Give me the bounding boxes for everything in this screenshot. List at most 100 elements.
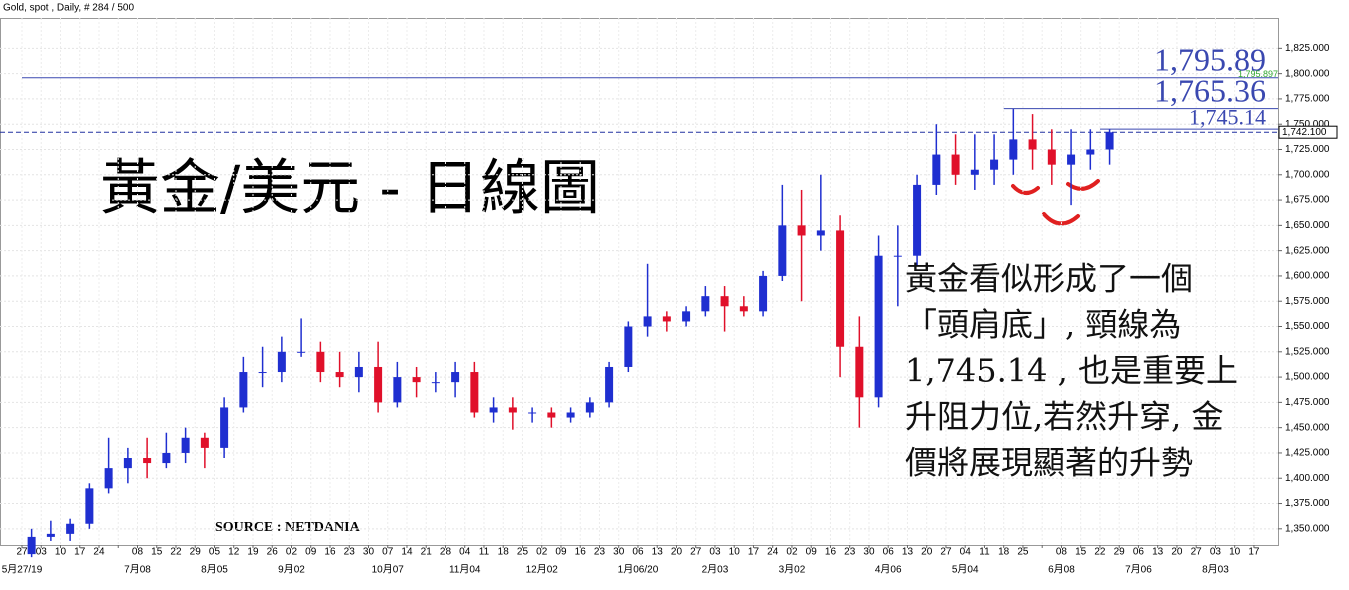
candle-body	[393, 377, 402, 403]
candle-body	[682, 311, 691, 322]
candle-body	[123, 458, 132, 469]
y-tick-label: 1,825.000	[1285, 43, 1330, 54]
candle-body	[239, 372, 248, 408]
y-tick-label: 1,375.000	[1285, 498, 1330, 509]
candle-body	[990, 159, 999, 170]
candle-body	[104, 468, 113, 489]
chart-title: 黃金/美元 - 日線圖	[100, 154, 600, 224]
candle-body	[662, 316, 671, 322]
candle-body	[778, 225, 787, 276]
candle-body	[932, 154, 941, 185]
x-tick-label: 18	[998, 547, 1010, 558]
x-tick-label: 23	[594, 547, 606, 558]
note-line: 價將展現顯著的升勢	[905, 444, 1193, 482]
month-label: 11月04	[449, 564, 481, 576]
candle-body	[508, 407, 517, 413]
x-tick-label: 09	[806, 547, 818, 558]
candle-body	[739, 306, 748, 312]
x-tick-label: 10	[55, 547, 67, 558]
x-tick-label: 06	[883, 547, 895, 558]
candle-body	[1028, 139, 1037, 150]
x-tick-label: 26	[267, 547, 279, 558]
x-tick-label: 24	[767, 547, 779, 558]
y-tick-label: 1,450.000	[1285, 422, 1330, 433]
y-tick-label: 1,750.000	[1285, 119, 1330, 130]
candle-body	[816, 230, 825, 236]
x-tick-label: 06	[1133, 547, 1145, 558]
y-tick-label: 1,525.000	[1285, 346, 1330, 357]
header: Gold, spot , Daily, # 284 / 500	[3, 3, 134, 14]
last-price-box	[1278, 125, 1338, 139]
x-tick-label: 16	[324, 547, 336, 558]
candle-body	[701, 296, 710, 312]
month-label: 10月07	[372, 564, 405, 576]
candle-body	[547, 412, 556, 418]
x-tick-label: 16	[575, 547, 587, 558]
source: SOURCE : NETDANIA	[215, 520, 361, 535]
month-label: 4月06	[875, 564, 902, 576]
level-label: 1,795.89	[1154, 42, 1266, 78]
x-tick-label: 30	[863, 547, 875, 558]
y-tick-label: 1,400.000	[1285, 473, 1330, 484]
x-tick-label: 23	[344, 547, 356, 558]
x-tick-label: 28	[440, 547, 452, 558]
candle-body	[374, 366, 383, 403]
candle-body	[220, 407, 229, 448]
last-price-label: 1,742.100	[1282, 127, 1327, 138]
x-tick-label: 20	[1171, 547, 1183, 558]
candle-body	[27, 536, 36, 555]
x-tick-label: 08	[1056, 547, 1068, 558]
candle-body	[46, 533, 55, 537]
candle-body	[970, 169, 979, 175]
x-tick-label: 30	[613, 547, 625, 558]
x-tick-label: 12	[228, 547, 240, 558]
candle-body	[643, 316, 652, 327]
x-tick-label: 27	[690, 547, 702, 558]
x-tick-label: 18	[498, 547, 510, 558]
note-line: 「頭肩底」, 頸線為	[905, 306, 1181, 344]
y-tick-label: 1,800.000	[1285, 68, 1330, 79]
y-tick-label: 1,725.000	[1285, 144, 1330, 155]
candle-body	[1086, 149, 1095, 155]
candle-body	[720, 296, 729, 307]
x-tick-label: 13	[902, 547, 914, 558]
month-label: 8月05	[201, 564, 228, 576]
x-tick-label: 10	[729, 547, 741, 558]
x-tick-label: 21	[421, 547, 433, 558]
y-tick-label: 1,625.000	[1285, 245, 1330, 256]
left-shoulder-mark	[1011, 184, 1040, 195]
x-tick-label: 15	[151, 547, 163, 558]
candle-body	[855, 346, 864, 398]
candle-body	[85, 488, 94, 524]
x-tick-label: 06	[632, 547, 644, 558]
candle-body	[836, 230, 845, 347]
x-tick-label: 27	[940, 547, 952, 558]
x-tick-label: 02	[536, 547, 548, 558]
x-tick-label: 03	[709, 547, 721, 558]
x-tick-label: 09	[555, 547, 567, 558]
candle-body	[528, 412, 537, 414]
candle-body	[913, 184, 922, 256]
x-tick-label: 03	[1210, 547, 1222, 558]
note-line: 黃金看似形成了一個	[905, 260, 1193, 298]
candle-body	[1047, 149, 1056, 165]
candle-body	[258, 372, 267, 374]
month-label: 12月02	[526, 564, 559, 576]
y-tick-label: 1,650.000	[1285, 220, 1330, 231]
candle-body	[624, 326, 633, 367]
y-tick-label: 1,500.000	[1285, 372, 1330, 383]
candle-body	[66, 523, 75, 534]
x-tick-label: 15	[1075, 547, 1087, 558]
x-tick-label: 16	[825, 547, 837, 558]
x-tick-label: 03	[36, 547, 48, 558]
month-label: 7月08	[124, 564, 151, 576]
month-label: 6月08	[1048, 564, 1075, 576]
month-label: 9月02	[278, 564, 305, 576]
candle-body	[1009, 139, 1018, 160]
y-tick-label: 1,425.000	[1285, 448, 1330, 459]
candle-body	[143, 458, 152, 464]
candle-body	[181, 437, 190, 453]
y-tick-label: 1,350.000	[1285, 523, 1330, 534]
